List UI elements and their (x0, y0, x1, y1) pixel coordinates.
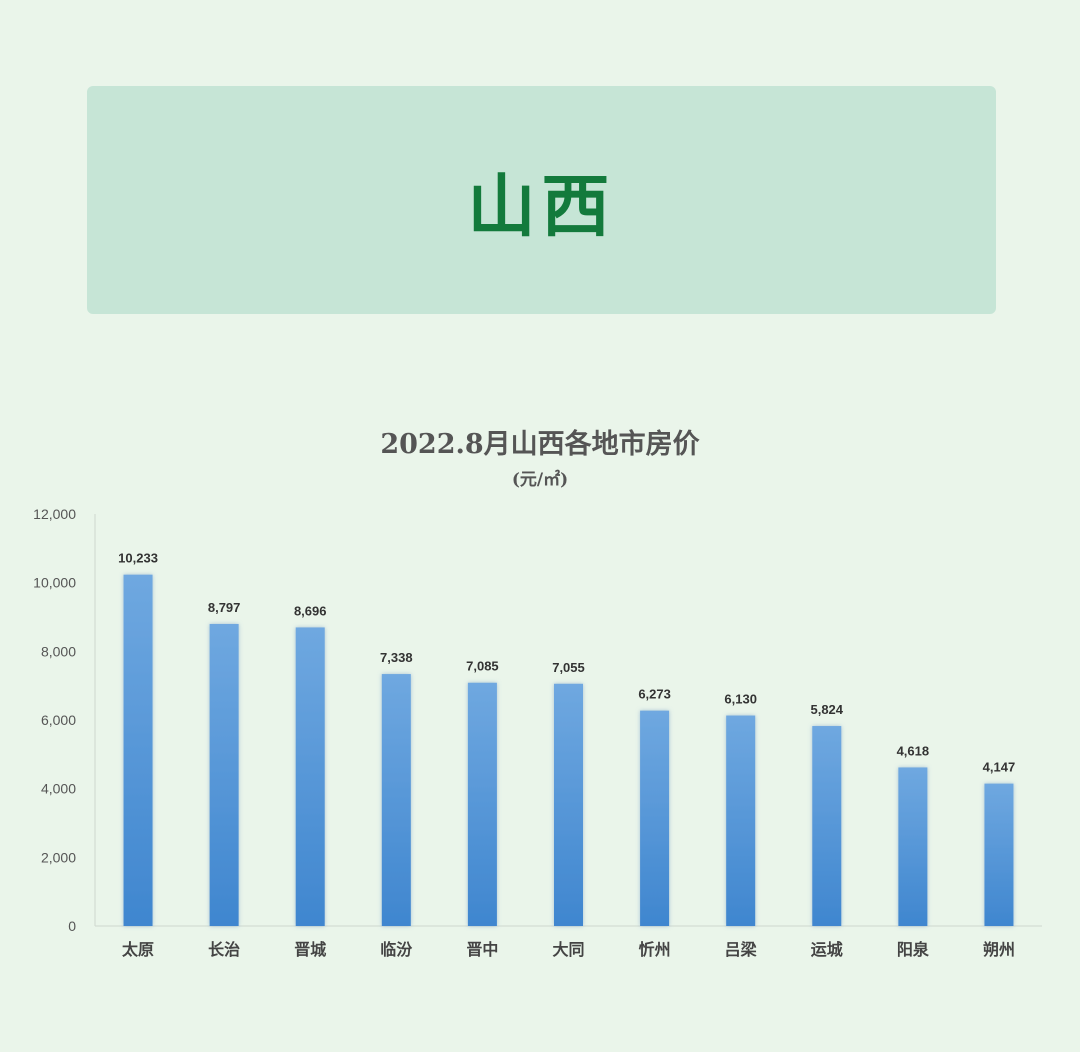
category-label: 太原 (121, 940, 154, 959)
value-label: 7,055 (552, 660, 585, 675)
chart-subtitle: (元/㎡) (511, 470, 569, 490)
value-label: 10,233 (118, 551, 158, 566)
bar (295, 627, 325, 926)
category-label: 阳泉 (897, 940, 930, 959)
y-tick-label: 6,000 (41, 712, 76, 728)
y-tick-label: 12,000 (33, 506, 76, 522)
value-label: 4,147 (983, 760, 1016, 775)
bar-chart: 0 2,000 4,000 6,000 8,000 10,000 12,000 10,233… (33, 506, 1042, 959)
y-tick-label: 0 (68, 918, 76, 934)
bar (640, 710, 670, 926)
bar (898, 767, 928, 926)
y-tick-label: 8,000 (41, 643, 76, 659)
y-tick-label: 4,000 (41, 781, 76, 797)
bar (381, 674, 411, 926)
value-label: 6,130 (724, 692, 757, 707)
title-banner: 山西 (87, 86, 996, 314)
value-label: 7,338 (380, 650, 413, 665)
value-label: 6,273 (638, 687, 671, 702)
value-label: 7,085 (466, 659, 499, 674)
y-tick-label: 10,000 (33, 575, 76, 591)
bar (726, 715, 756, 926)
category-label: 晋中 (466, 940, 498, 959)
value-label: 4,618 (897, 743, 930, 758)
bar (984, 783, 1014, 926)
bars (123, 574, 1014, 926)
category-label: 大同 (552, 940, 584, 959)
category-label: 晋城 (294, 940, 326, 959)
category-labels: 太原 长治 晋城 临汾 晋中 大同 忻州 吕梁 运城 阳泉 朔州 (121, 940, 1015, 959)
y-axis: 0 2,000 4,000 6,000 8,000 10,000 12,000 (33, 506, 96, 934)
bar (123, 574, 153, 926)
bar (209, 623, 239, 926)
category-label: 临汾 (380, 940, 412, 959)
chart-title: 2022.8月山西各地市房价 (380, 429, 700, 460)
bar (554, 683, 583, 926)
category-label: 吕梁 (725, 940, 758, 959)
value-label: 5,824 (810, 702, 843, 717)
category-label: 忻州 (639, 940, 671, 959)
category-label: 长治 (208, 940, 240, 959)
value-labels: 10,233 8,797 8,696 7,338 7,085 7,055 6,273 6,13… (118, 551, 1015, 775)
y-tick-label: 2,000 (41, 849, 76, 865)
bar (812, 726, 842, 926)
value-label: 8,797 (208, 600, 241, 615)
category-label: 运城 (811, 940, 843, 959)
banner-title: 山西 (467, 167, 616, 247)
category-label: 朔州 (983, 940, 1015, 959)
value-label: 8,696 (294, 603, 327, 618)
bar (467, 682, 497, 926)
